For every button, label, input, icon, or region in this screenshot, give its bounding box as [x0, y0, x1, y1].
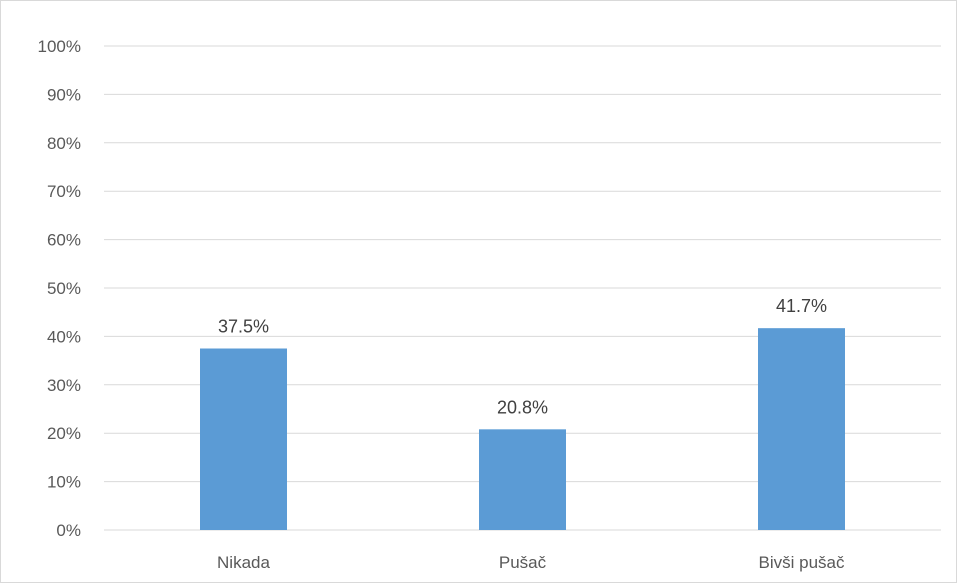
y-tick-label: 10%	[47, 473, 81, 492]
y-tick-label: 50%	[47, 279, 81, 298]
x-axis-category-labels: Nikada Pušač Bivši pušač	[217, 553, 845, 572]
y-axis-tick-labels: 0% 10% 20% 30% 40% 50% 60% 70% 80% 90% 100%	[38, 37, 81, 540]
x-category-label: Nikada	[217, 553, 270, 572]
x-category-label: Bivši pušač	[759, 553, 845, 572]
data-labels: 37.5% 20.8% 41.7%	[218, 296, 827, 417]
bar-nikada	[200, 348, 287, 530]
y-tick-label: 60%	[47, 231, 81, 250]
y-tick-label: 30%	[47, 376, 81, 395]
y-tick-label: 0%	[56, 521, 81, 540]
bars	[200, 328, 845, 530]
y-tick-label: 80%	[47, 134, 81, 153]
bar-pušač	[479, 429, 566, 530]
data-label: 37.5%	[218, 317, 269, 337]
y-tick-label: 100%	[38, 37, 81, 56]
x-category-label: Pušač	[499, 553, 547, 572]
y-tick-label: 40%	[47, 327, 81, 346]
y-tick-label: 90%	[47, 85, 81, 104]
data-label: 20.8%	[497, 397, 548, 417]
y-tick-label: 70%	[47, 182, 81, 201]
y-tick-label: 20%	[47, 424, 81, 443]
bar-bivši-pušač	[758, 328, 845, 530]
data-label: 41.7%	[776, 296, 827, 316]
